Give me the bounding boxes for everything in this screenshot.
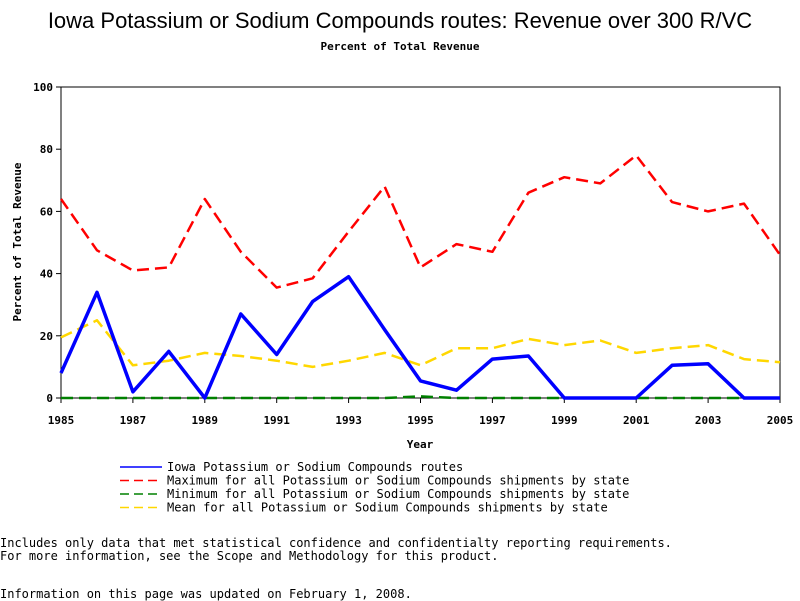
x-tick-label: 1993 [335,414,362,427]
x-tick-label: 1987 [120,414,147,427]
x-tick-label: 1989 [192,414,219,427]
x-axis-label: Year [407,438,434,451]
footnote-methodology: For more information, see the Scope and … [0,549,499,563]
y-axis: 0 20 40 60 80 100 [33,81,61,405]
legend: Iowa Potassium or Sodium Compounds route… [120,460,629,515]
x-tick-label: 1997 [479,414,506,427]
series-line-2 [61,395,780,400]
y-tick-label: 100 [33,81,53,94]
legend-entry-2: Minimum for all Potassium or Sodium Comp… [167,487,629,501]
y-tick-label: 40 [40,268,53,281]
x-tick-label: 2001 [623,414,650,427]
footnote-confidence: Includes only data that met statistical … [0,536,672,550]
x-axis: 1985 1987 1989 1991 1993 1995 1997 1999 2001 2003… [48,398,794,427]
updated-note: Information on this page was updated on … [0,587,412,601]
chart-subtitle: Percent of Total Revenue [320,40,480,53]
series-lines [59,154,782,400]
legend-entry-0: Iowa Potassium or Sodium Compounds route… [167,460,463,474]
series-line-1 [59,154,782,289]
x-tick-label: 1985 [48,414,75,427]
y-tick-label: 60 [40,205,53,218]
legend-entry-3: Mean for all Potassium or Sodium Compoun… [167,501,608,515]
y-tick-label: 80 [40,143,53,156]
y-tick-label: 20 [40,330,53,343]
series-line-3 [60,319,781,369]
series-line-0 [59,274,780,400]
x-tick-label: 1995 [407,414,434,427]
x-tick-label: 1991 [263,414,290,427]
y-tick-label: 0 [46,392,53,405]
y-axis-label: Percent of Total Revenue [11,162,24,321]
x-tick-label: 2005 [767,414,794,427]
x-tick-label: 2003 [695,414,722,427]
chart-title: Iowa Potassium or Sodium Compounds route… [47,8,753,33]
legend-entry-1: Maximum for all Potassium or Sodium Comp… [167,474,629,488]
x-tick-label: 1999 [551,414,578,427]
